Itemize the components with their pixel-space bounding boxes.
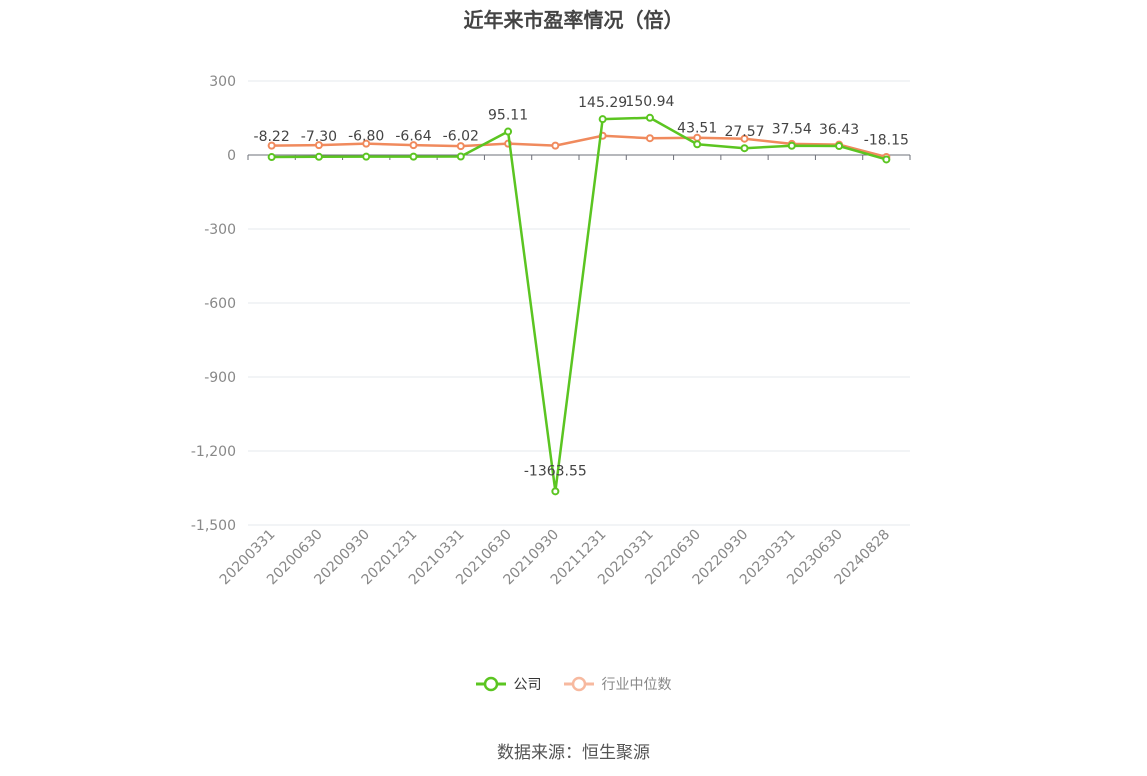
y-tick-label: -600 (204, 296, 236, 312)
data-label: 36.43 (819, 122, 859, 138)
data-point-0 (598, 115, 607, 124)
data-point-1 (267, 141, 276, 150)
axis-layer: 3000-300-600-900-1,200-1,500202003312020… (191, 74, 911, 588)
data-label: 37.54 (772, 122, 812, 138)
data-label: -1363.55 (524, 463, 587, 479)
data-point-1 (314, 141, 323, 150)
data-point-0 (267, 153, 276, 162)
data-point-0 (456, 152, 465, 161)
data-point-0 (551, 487, 560, 496)
data-point-0 (835, 142, 844, 151)
legend-item-industry-median[interactable]: 行业中位数 (563, 674, 672, 694)
data-point-1 (645, 134, 654, 143)
series-line-1 (271, 134, 887, 159)
data-label: -18.15 (864, 132, 909, 148)
data-point-0 (787, 141, 796, 150)
label-layer: -8.22 -7.30 -6.80 -6.64 -6.02 95.11 -1363.55 14… (254, 94, 909, 480)
data-point-0 (362, 152, 371, 161)
data-point-0 (693, 140, 702, 149)
data-label: -7.30 (301, 129, 337, 145)
legend-label-company: 公司 (513, 677, 542, 693)
legend-item-company[interactable]: 公司 (475, 674, 542, 694)
y-tick-label: -900 (204, 370, 236, 386)
data-label: 145.29 (578, 95, 627, 111)
data-label: 43.51 (677, 120, 717, 136)
data-label: 150.94 (625, 94, 674, 110)
legend-marker-company (475, 676, 506, 692)
source-note: 数据来源：恒生聚源 (497, 743, 650, 763)
data-point-1 (551, 141, 560, 150)
data-point-1 (362, 139, 371, 148)
y-tick-label: 300 (209, 74, 236, 90)
legend-marker-industry-median (563, 676, 594, 692)
y-tick-label: 0 (227, 148, 236, 164)
chart-title: 近年来市盈率情况（倍） (463, 8, 684, 32)
data-point-1 (740, 134, 749, 143)
data-point-1 (409, 141, 418, 150)
y-tick-label: -300 (204, 222, 236, 238)
data-point-0 (314, 152, 323, 161)
data-point-0 (645, 113, 654, 122)
series-layer (267, 113, 891, 496)
data-label: -6.80 (348, 129, 384, 145)
data-point-0 (409, 152, 418, 161)
data-point-0 (882, 155, 891, 164)
y-tick-label: -1,500 (191, 518, 236, 534)
data-point-1 (456, 142, 465, 151)
data-label: 27.57 (724, 124, 764, 140)
legend-label-industry-median: 行业中位数 (601, 677, 672, 693)
data-label: 95.11 (488, 108, 528, 124)
series-line-0 (271, 116, 887, 493)
data-label: -8.22 (254, 129, 290, 145)
y-tick-label: -1,200 (191, 444, 236, 460)
legend: 公司 行业中位数 (0, 674, 1147, 694)
data-label: -6.02 (443, 128, 479, 144)
data-point-0 (504, 127, 513, 136)
data-point-0 (740, 144, 749, 153)
data-label: -6.64 (395, 129, 431, 145)
